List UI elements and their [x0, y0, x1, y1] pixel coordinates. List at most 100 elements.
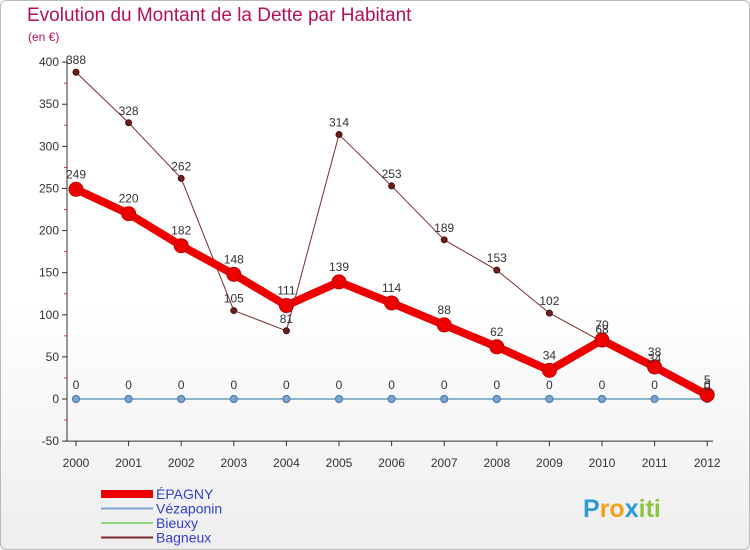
- logo-letter: x: [625, 495, 639, 523]
- data-point: [173, 238, 189, 254]
- x-tick-label: 2004: [273, 456, 300, 470]
- data-point: [125, 119, 133, 127]
- data-point: [699, 387, 715, 403]
- data-point: [489, 339, 505, 355]
- logo-letter: t: [646, 495, 655, 523]
- data-label: 253: [382, 167, 402, 181]
- data-point: [598, 395, 606, 403]
- data-point: [335, 395, 343, 403]
- data-label: 114: [382, 281, 401, 295]
- data-label: 182: [171, 224, 191, 238]
- series-layer: [68, 68, 715, 403]
- data-label: 0: [283, 378, 290, 392]
- data-label: 314: [329, 116, 349, 130]
- data-point: [177, 395, 186, 403]
- data-point: [282, 327, 290, 335]
- data-point: [229, 395, 238, 403]
- data-point: [72, 395, 80, 403]
- data-point: [493, 266, 501, 274]
- data-point: [230, 307, 238, 315]
- data-label: 0: [704, 378, 711, 392]
- data-point: [440, 395, 449, 403]
- legend-label: Vézaponin: [156, 501, 222, 517]
- data-label: 328: [119, 104, 139, 118]
- logo-letter: r: [600, 495, 610, 523]
- data-label: 0: [546, 378, 553, 392]
- y-tick-label: 100: [39, 308, 59, 322]
- x-tick-label: 2003: [220, 456, 247, 470]
- data-label: 249: [66, 167, 86, 181]
- data-label: 189: [434, 221, 454, 235]
- data-label: 81: [280, 312, 294, 326]
- data-point: [72, 68, 80, 76]
- legend-label: Bagneux: [156, 530, 211, 546]
- y-tick-label: 400: [39, 55, 59, 69]
- data-label: 148: [224, 252, 244, 266]
- logo-letter: o: [609, 495, 624, 523]
- data-point: [541, 362, 557, 378]
- data-label: 34: [648, 351, 662, 365]
- data-label: 0: [388, 378, 395, 392]
- x-tick-label: 2005: [326, 456, 353, 470]
- chart-title: Evolution du Montant de la Dette par Hab…: [27, 5, 412, 26]
- data-label: 0: [441, 378, 448, 392]
- data-point: [594, 332, 610, 348]
- data-label: 62: [490, 325, 504, 339]
- legend-label: Bieuxy: [156, 515, 198, 531]
- data-label: 0: [493, 378, 500, 392]
- data-label: 0: [230, 378, 237, 392]
- data-label: 68: [595, 323, 609, 337]
- x-tick-label: 2001: [115, 456, 142, 470]
- x-tick-label: 2000: [63, 456, 90, 470]
- data-point: [650, 395, 659, 403]
- data-label: 38: [648, 345, 662, 359]
- data-point: [492, 395, 501, 403]
- data-point: [124, 395, 133, 403]
- data-point: [647, 359, 663, 375]
- y-tick-label: 50: [46, 350, 60, 364]
- y-tick-label: -50: [42, 434, 60, 448]
- data-label: 105: [224, 292, 244, 306]
- data-label: 153: [487, 251, 507, 265]
- data-point: [226, 266, 242, 282]
- data-label: 111: [277, 284, 296, 298]
- data-point: [278, 298, 294, 314]
- data-point: [387, 395, 396, 403]
- y-tick-label: 200: [39, 224, 59, 238]
- proxiti-logo: Proxiti: [583, 495, 661, 523]
- x-tick-label: 2010: [589, 456, 616, 470]
- data-point: [440, 236, 448, 244]
- y-tick-label: 250: [39, 181, 59, 195]
- data-label: 0: [651, 378, 658, 392]
- data-point: [545, 395, 554, 403]
- x-tick-label: 2007: [431, 456, 458, 470]
- data-point: [282, 395, 291, 403]
- data-label: 0: [704, 380, 711, 394]
- data-point: [335, 131, 343, 139]
- data-label: 34: [543, 348, 557, 362]
- chart-unit-label: (en €): [28, 30, 60, 44]
- legend-label: ÉPAGNY: [156, 486, 214, 502]
- data-label: 388: [66, 53, 86, 67]
- y-tick-label: 150: [39, 266, 59, 280]
- data-point: [121, 206, 137, 222]
- x-tick-label: 2009: [536, 456, 563, 470]
- data-label: 262: [171, 159, 191, 173]
- data-label: 102: [539, 294, 559, 308]
- y-tick-label: 0: [52, 392, 59, 406]
- x-tick-label: 2006: [378, 456, 405, 470]
- x-tick-label: 2008: [483, 456, 510, 470]
- data-label: 220: [119, 192, 139, 206]
- data-label: 0: [599, 378, 606, 392]
- data-point: [177, 174, 185, 182]
- data-point: [436, 317, 452, 333]
- data-label: 70: [595, 318, 609, 332]
- data-point: [388, 182, 396, 190]
- data-label: 5: [704, 373, 711, 387]
- logo-letter: P: [583, 495, 600, 523]
- data-labels-layer: 388 328 262 105 81 314 253 189 153 102 68 34 0 249 220…: [66, 53, 711, 394]
